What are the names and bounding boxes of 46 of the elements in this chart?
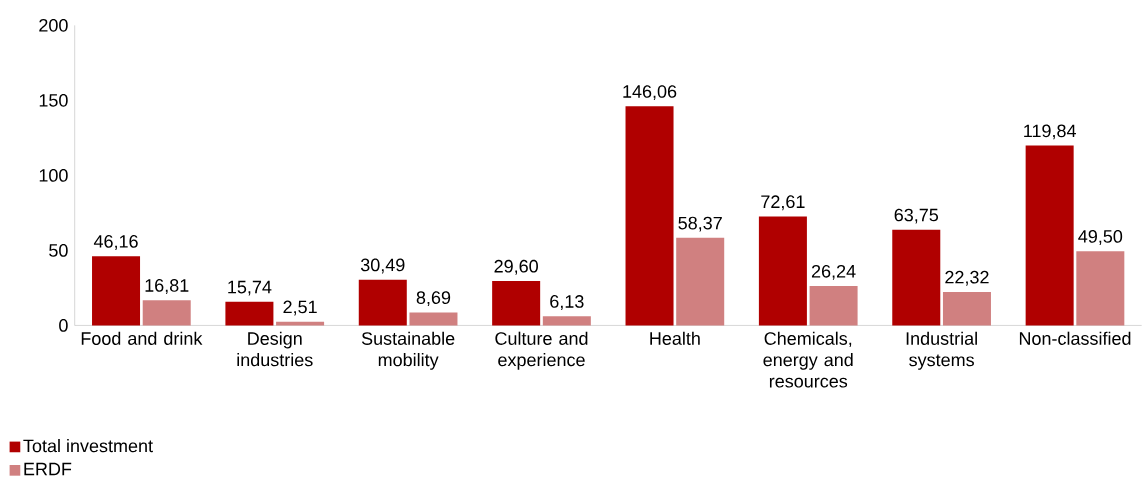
bar — [92, 255, 141, 326]
x-tick-label: Health — [650, 331, 700, 345]
x-tick-label: Culture and experience — [495, 331, 588, 370]
data-label: 119,84 — [1024, 124, 1076, 140]
data-label: 30,49 — [360, 258, 405, 274]
data-label: 49,50 — [1078, 229, 1123, 245]
data-label: 63,75 — [894, 208, 939, 224]
bar — [758, 216, 807, 326]
y-tick-label: 100 — [39, 168, 68, 182]
y-tick-label: 150 — [39, 93, 68, 107]
bar — [492, 280, 541, 326]
x-tick-label: Industrial systems — [906, 331, 977, 370]
data-label: 26,24 — [811, 264, 856, 280]
data-label: 72,61 — [761, 195, 805, 210]
bar — [1076, 250, 1125, 326]
legend-label: Total investment — [23, 438, 153, 453]
bar — [409, 312, 458, 326]
data-label: 22,32 — [945, 270, 989, 286]
bar — [892, 229, 941, 326]
data-label: 15,74 — [228, 280, 272, 296]
data-label: 58,37 — [678, 216, 722, 232]
bar — [358, 279, 407, 326]
bar — [1025, 145, 1074, 326]
x-tick-label: Chemicals, energy and resources — [763, 331, 853, 388]
bar — [809, 285, 858, 326]
x-tick-label: Sustainable mobility — [361, 331, 455, 370]
data-label: 6,13 — [550, 294, 584, 310]
bar — [625, 106, 674, 326]
data-label: 16,81 — [145, 278, 189, 294]
data-label: 8,69 — [416, 291, 451, 306]
data-label: 29,60 — [494, 259, 538, 275]
bar — [676, 237, 725, 326]
data-label: 2,51 — [283, 300, 317, 316]
legend-label: ERDF — [24, 462, 72, 475]
x-tick-label: Non-classified — [1019, 331, 1131, 345]
x-tick-label: Food and drink — [81, 331, 203, 345]
y-tick-label: 50 — [49, 243, 68, 257]
data-label: 146,06 — [623, 84, 677, 100]
x-tick-label: Design industries — [237, 331, 313, 367]
y-tick-label: 0 — [59, 318, 68, 332]
data-label: 46,16 — [93, 234, 138, 250]
bar — [942, 291, 991, 326]
bar — [142, 299, 191, 326]
bar — [542, 315, 591, 326]
bar — [225, 301, 274, 326]
y-tick-label: 200 — [39, 18, 68, 32]
